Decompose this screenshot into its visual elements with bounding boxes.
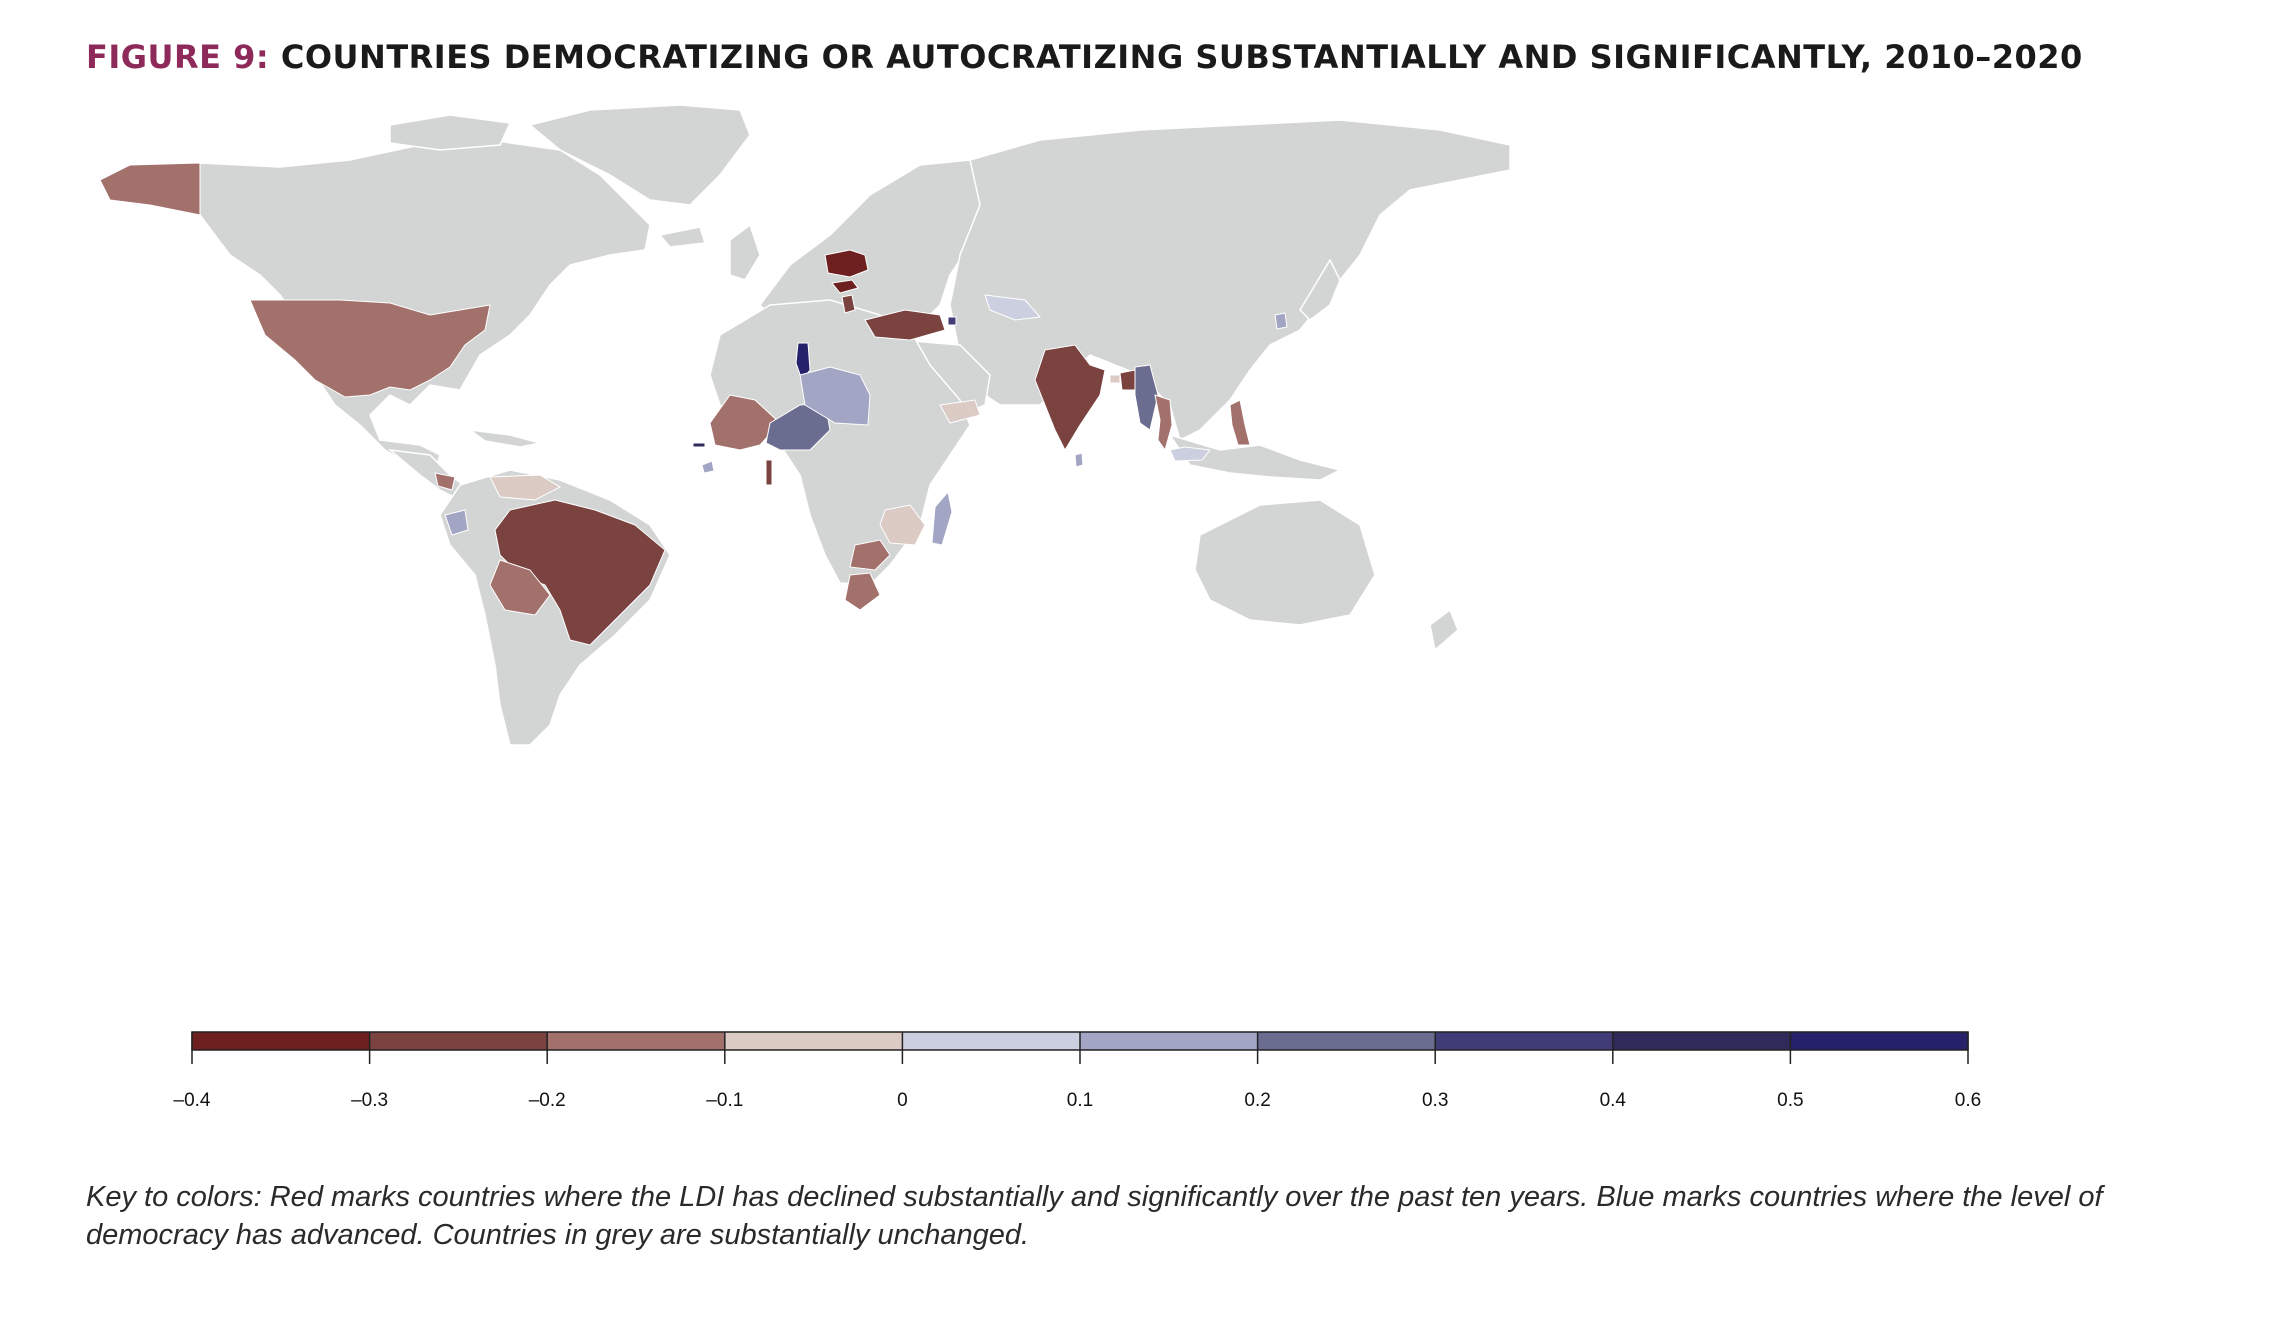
country-india [1034, 344, 1106, 452]
scale-tick-label: –0.3 [351, 1090, 389, 1111]
country-myanmar [1134, 364, 1159, 431]
land-australia [1194, 499, 1376, 626]
country-sri-lanka [1074, 452, 1084, 468]
color-scale-svg [191, 1031, 1969, 1064]
scale-tick-label: 0.4 [1599, 1090, 1627, 1111]
scale-tick-label: –0.2 [528, 1090, 566, 1111]
country-turkey [864, 309, 946, 341]
country-bangladesh [1119, 369, 1136, 391]
scale-bin [1435, 1032, 1613, 1050]
country-mali [709, 394, 781, 451]
country-philippines [1229, 399, 1251, 446]
country-serbia [841, 294, 856, 314]
scale-tick-label: 0.3 [1421, 1090, 1449, 1111]
country-venezuela [489, 474, 562, 501]
land-asia [949, 119, 1511, 442]
figure-label: FIGURE 9: [86, 38, 270, 76]
land-japan [1299, 258, 1341, 321]
country-thailand [1154, 394, 1173, 452]
scale-bin [192, 1032, 370, 1050]
country-layer [99, 162, 1288, 646]
world-map [90, 105, 2240, 965]
scale-tick-label: 0.2 [1244, 1090, 1271, 1111]
land-uk [729, 223, 761, 281]
scale-bin [1612, 1032, 1791, 1050]
scale-tick-label: 0 [897, 1090, 908, 1111]
scale-bin [1790, 1032, 1968, 1050]
country-south-korea [1274, 312, 1288, 330]
land-new-zealand [1429, 608, 1459, 652]
scale-tick-label: 0.1 [1066, 1090, 1094, 1111]
scale-tick-label: –0.1 [706, 1090, 744, 1111]
country-bolivia [489, 559, 551, 616]
land-indonesia [1168, 433, 1343, 481]
country-armenia [947, 316, 957, 326]
land-caribbean [467, 428, 541, 448]
scale-tick-label: 0.6 [1954, 1090, 1982, 1111]
scale-bin [724, 1032, 903, 1050]
figure-title-text: COUNTRIES DEMOCRATIZING OR AUTOCRATIZING… [280, 38, 2083, 76]
country-yemen [939, 399, 981, 424]
country-brazil [494, 499, 666, 646]
scale-bin [369, 1032, 548, 1050]
country-gambia [692, 442, 706, 448]
land-iceland [658, 226, 706, 248]
country-madagascar [931, 490, 953, 546]
scale-tick-label: –0.4 [173, 1090, 211, 1111]
country-zambia [849, 539, 891, 571]
country-hungary [831, 279, 859, 294]
country-united-states-alaska [99, 162, 201, 216]
country-niger [765, 402, 831, 451]
country-united-states [249, 299, 491, 398]
scale-bin [902, 1032, 1080, 1050]
country-libya [799, 366, 871, 426]
land-arctic-islands [389, 114, 512, 151]
scale-bin [1257, 1032, 1436, 1050]
scale-bin [547, 1032, 725, 1050]
figure-caption: Key to colors: Red marks countries where… [86, 1181, 2103, 1251]
color-scale [190, 1028, 1970, 1098]
country-malaysia [1169, 446, 1211, 462]
country-poland [824, 249, 869, 278]
country-bhutan [1109, 374, 1121, 384]
country-sierra-leone [701, 460, 715, 474]
country-togo [765, 459, 773, 486]
country-tanzania [879, 504, 926, 546]
scale-tick-label: 0.5 [1777, 1090, 1804, 1111]
country-uzbekistan [984, 294, 1042, 321]
world-map-svg [98, 105, 1511, 746]
country-botswana [844, 572, 881, 611]
scale-bin [1080, 1032, 1258, 1050]
country-ecuador [444, 509, 469, 536]
landmass-layer [98, 105, 1511, 746]
land-greenland [528, 105, 751, 206]
country-nicaragua [434, 472, 456, 491]
figure-title: FIGURE 9: COUNTRIES DEMOCRATIZING OR AUT… [86, 38, 2083, 76]
